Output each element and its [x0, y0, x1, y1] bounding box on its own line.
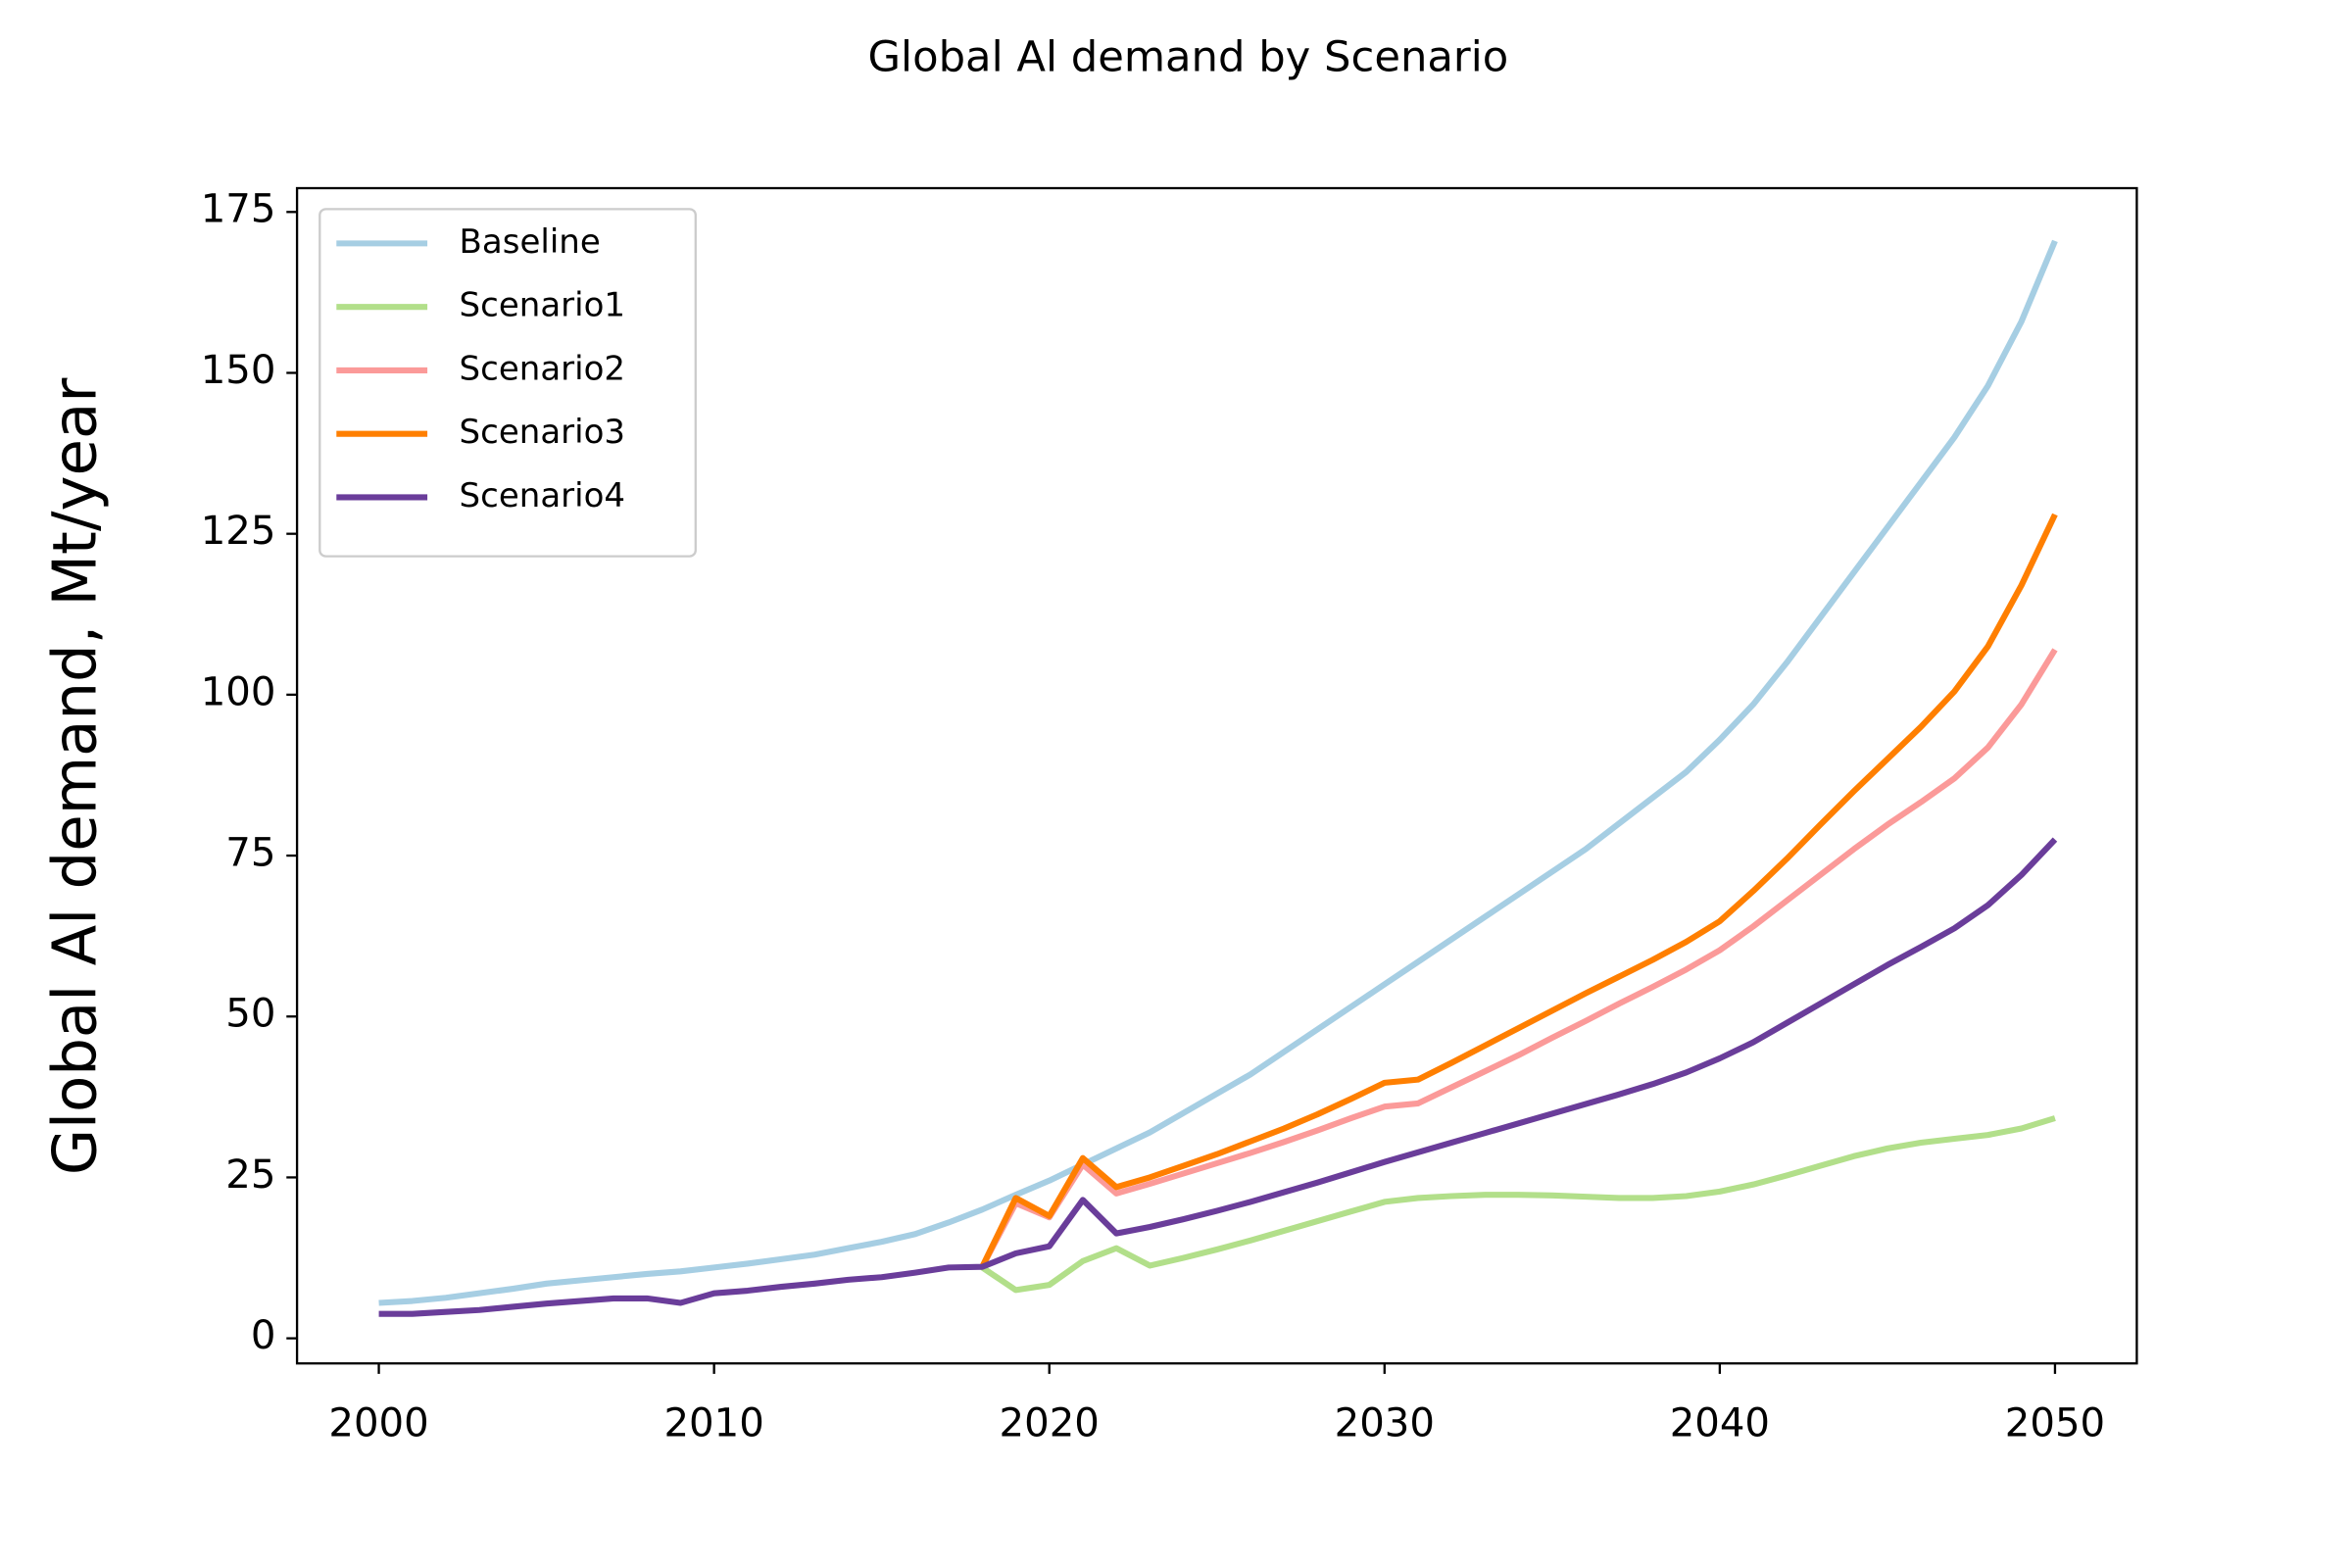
y-tick-label: 75: [225, 831, 275, 876]
y-tick-label: 150: [201, 348, 276, 393]
plot-frame: [295, 186, 2138, 1365]
x-tick-label: 2000: [328, 1401, 428, 1446]
x-tick-label: 2050: [2005, 1401, 2105, 1446]
y-tick-label: 50: [225, 992, 275, 1037]
y-tick-label: 100: [201, 670, 276, 715]
y-tick-label: 0: [251, 1313, 276, 1358]
legend-label: Baseline: [460, 222, 601, 261]
y-axis-label: Global Al demand, Mt/year: [40, 377, 111, 1175]
series-line: [378, 239, 2058, 1306]
chart-title: Global Al demand by Scenario: [868, 33, 1509, 82]
legend-label: Scenario3: [460, 413, 626, 451]
legend-label: Scenario2: [460, 350, 626, 388]
x-tick-label: 2030: [1335, 1401, 1435, 1446]
x-tick-label: 2010: [663, 1401, 763, 1446]
legend-box: [318, 208, 697, 558]
legend-label: Scenario1: [460, 286, 626, 324]
legend-label: Scenario4: [460, 476, 626, 514]
y-tick-label: 25: [225, 1152, 275, 1198]
series-line: [378, 837, 2058, 1317]
series-line: [980, 1115, 2056, 1294]
x-tick-label: 2040: [1670, 1401, 1770, 1446]
series-line: [979, 513, 2058, 1269]
series-line: [979, 648, 2058, 1269]
y-tick-label: 175: [201, 187, 276, 232]
x-tick-label: 2020: [1000, 1401, 1100, 1446]
y-tick-label: 125: [201, 509, 276, 554]
